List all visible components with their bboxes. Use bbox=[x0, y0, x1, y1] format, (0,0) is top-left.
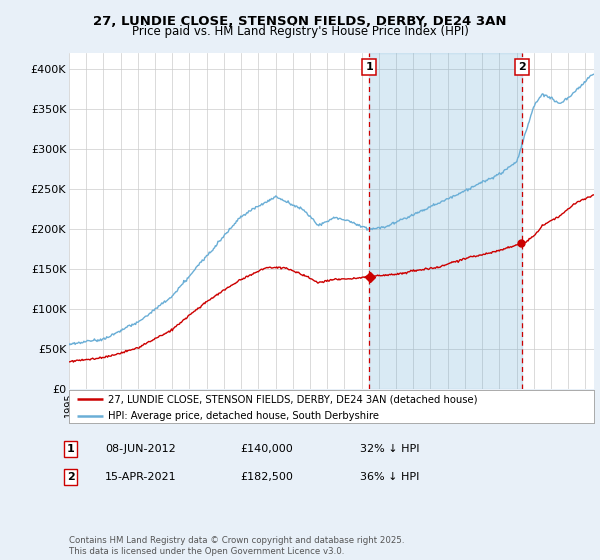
Bar bbox=[369, 53, 521, 389]
Text: Price paid vs. HM Land Registry's House Price Index (HPI): Price paid vs. HM Land Registry's House … bbox=[131, 25, 469, 38]
Text: 27, LUNDIE CLOSE, STENSON FIELDS, DERBY, DE24 3AN (detached house): 27, LUNDIE CLOSE, STENSON FIELDS, DERBY,… bbox=[109, 394, 478, 404]
Text: 1: 1 bbox=[365, 62, 373, 72]
Text: 2: 2 bbox=[67, 472, 74, 482]
Text: 1: 1 bbox=[67, 444, 74, 454]
Text: 15-APR-2021: 15-APR-2021 bbox=[105, 472, 176, 482]
Text: £182,500: £182,500 bbox=[240, 472, 293, 482]
Text: £140,000: £140,000 bbox=[240, 444, 293, 454]
Text: 27, LUNDIE CLOSE, STENSON FIELDS, DERBY, DE24 3AN: 27, LUNDIE CLOSE, STENSON FIELDS, DERBY,… bbox=[93, 15, 507, 28]
Text: 08-JUN-2012: 08-JUN-2012 bbox=[105, 444, 176, 454]
Text: 2: 2 bbox=[518, 62, 526, 72]
Text: 36% ↓ HPI: 36% ↓ HPI bbox=[360, 472, 419, 482]
Text: 32% ↓ HPI: 32% ↓ HPI bbox=[360, 444, 419, 454]
Text: HPI: Average price, detached house, South Derbyshire: HPI: Average price, detached house, Sout… bbox=[109, 410, 379, 421]
Text: Contains HM Land Registry data © Crown copyright and database right 2025.
This d: Contains HM Land Registry data © Crown c… bbox=[69, 536, 404, 556]
